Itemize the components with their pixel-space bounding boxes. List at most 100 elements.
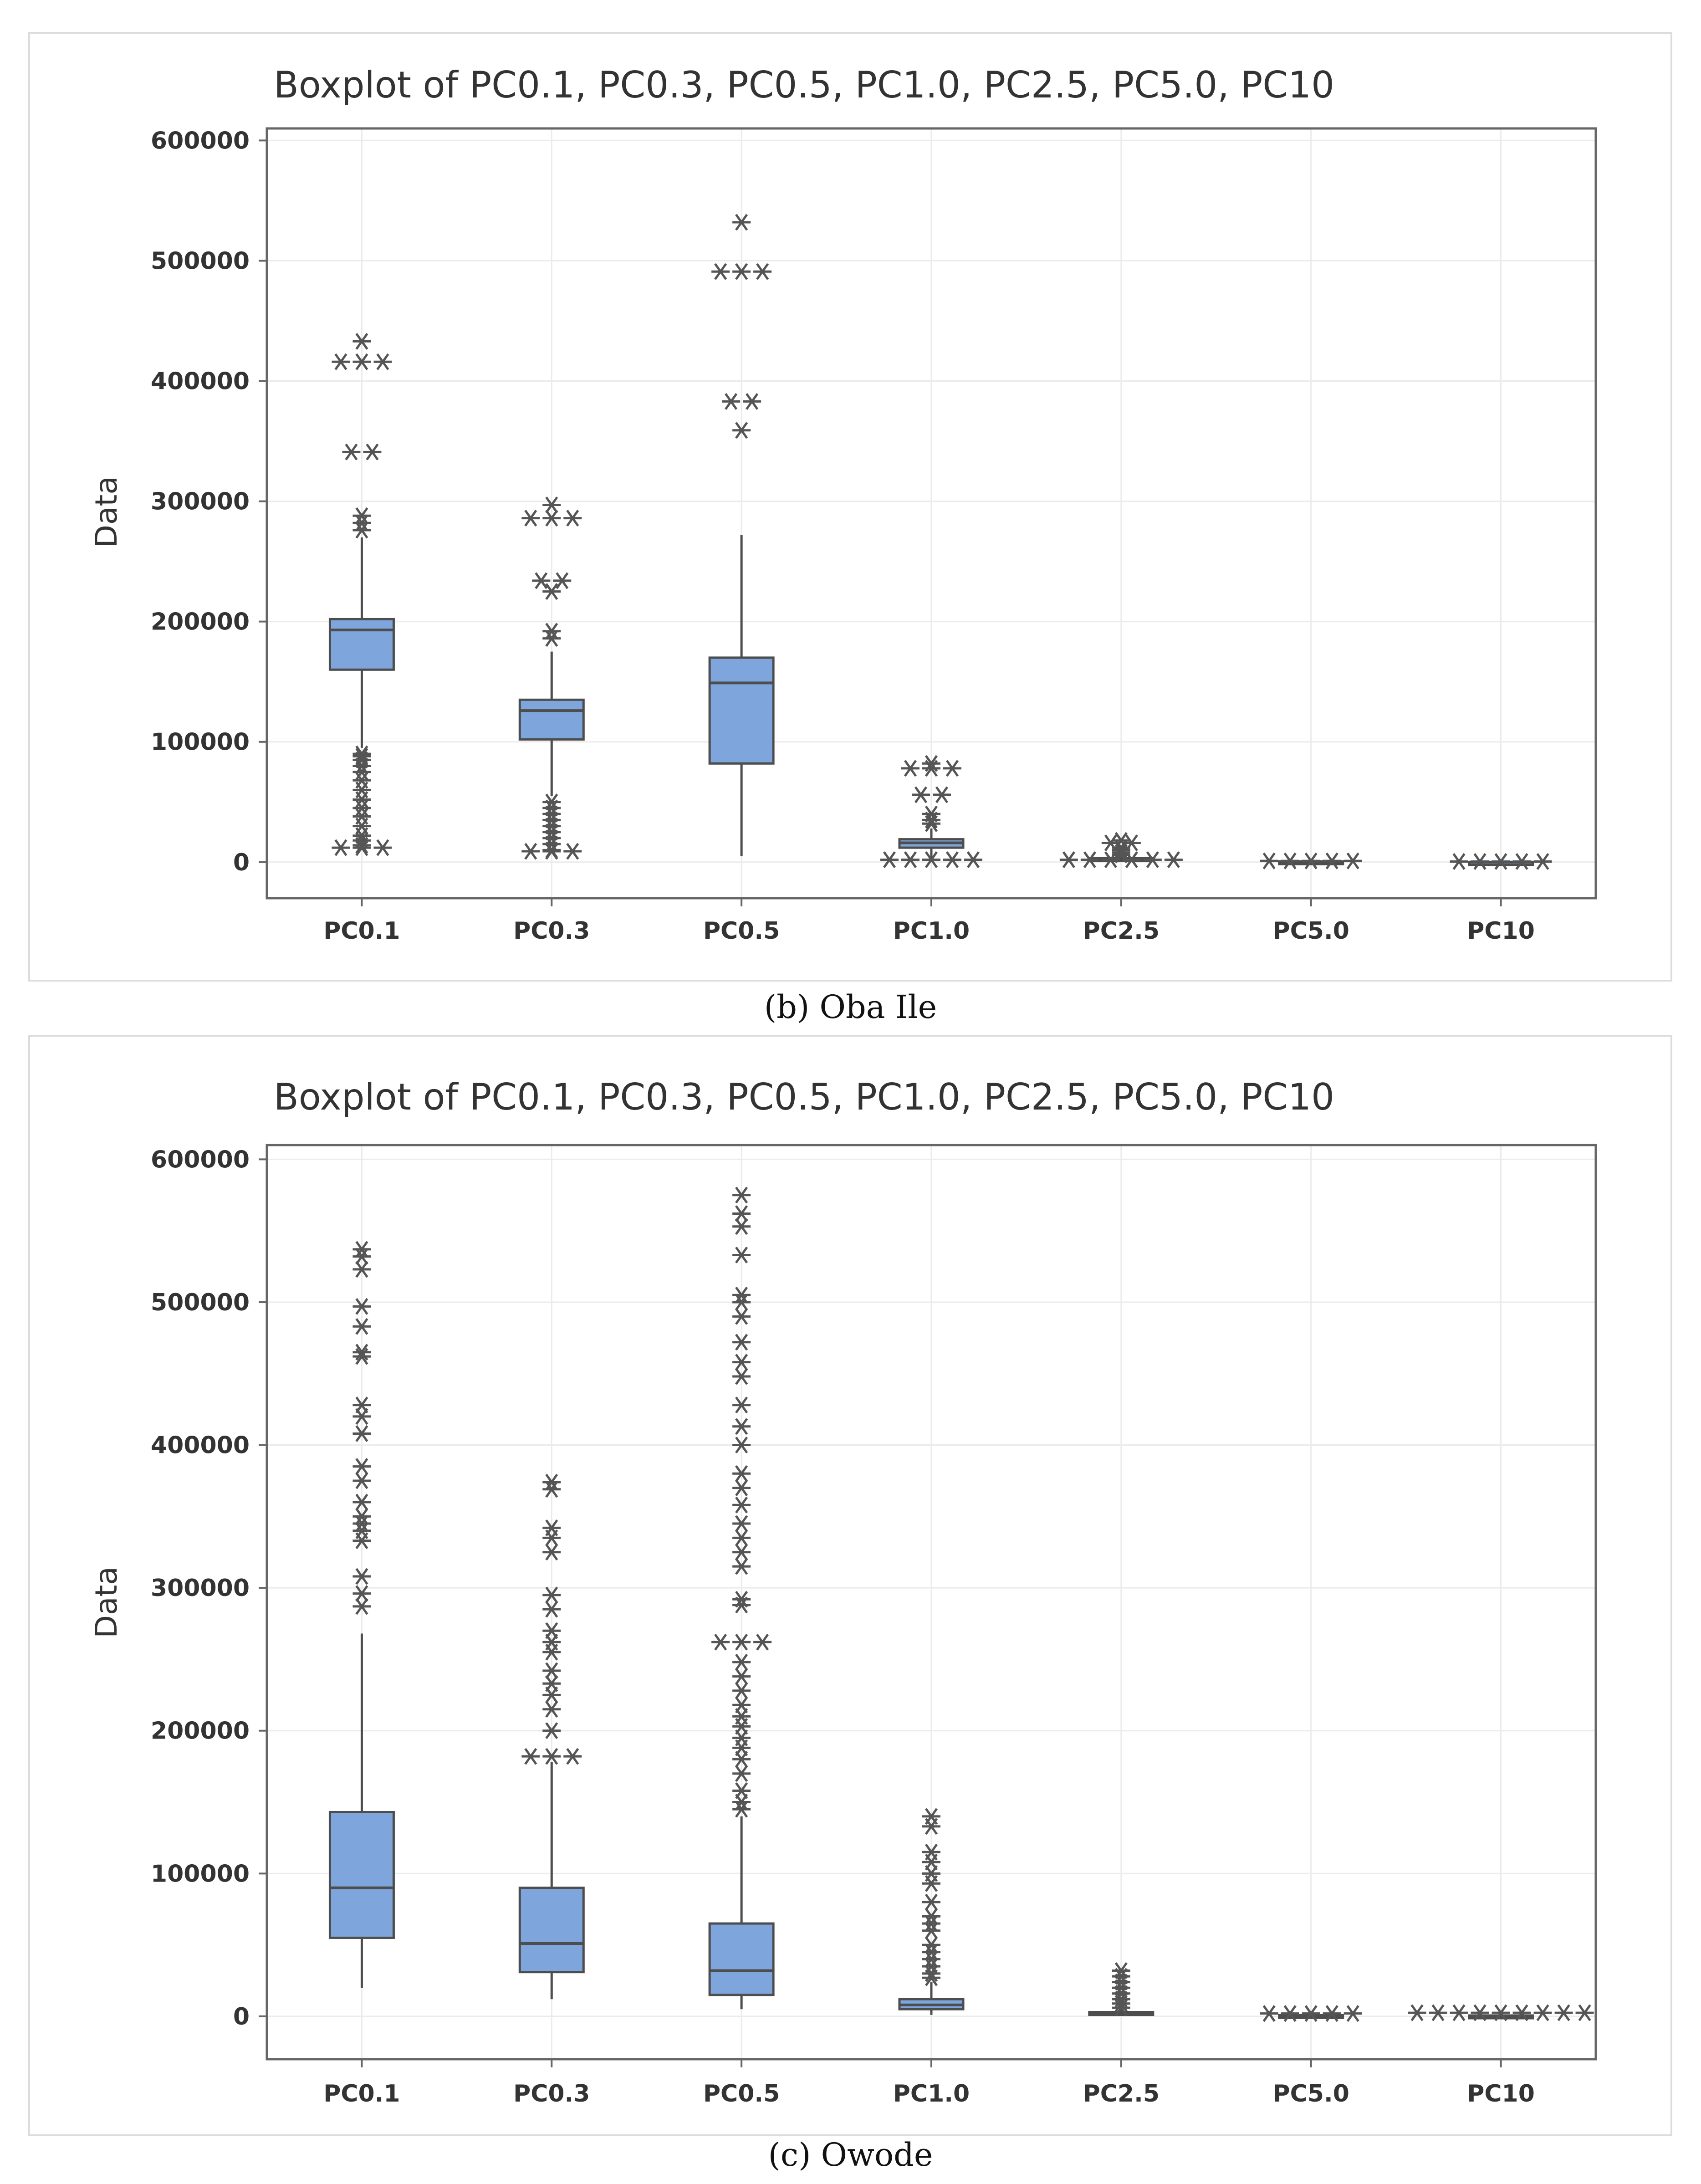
outlier-point: [521, 510, 540, 527]
outlier-point: [352, 1598, 371, 1615]
y-tick-label: 100000: [151, 1860, 250, 1887]
outlier-point: [1343, 852, 1362, 870]
outlier-point: [1429, 2004, 1447, 2021]
outlier-point: [732, 1308, 751, 1325]
y-tick-label: 300000: [151, 1575, 250, 1602]
y-tick-label: 100000: [151, 729, 250, 756]
outlier-point: [542, 1544, 561, 1561]
outlier-point: [1450, 853, 1468, 870]
y-tick-label: 200000: [151, 609, 250, 636]
outlier-point: [743, 393, 761, 410]
outlier-point: [352, 1318, 371, 1335]
outlier-point: [352, 1458, 371, 1475]
outlier-point: [1575, 2004, 1594, 2021]
outlier-point: [563, 1748, 582, 1765]
x-tick-label: PC0.3: [513, 917, 590, 945]
outlier-point: [352, 1472, 371, 1489]
x-tick-label: PC0.5: [703, 917, 780, 945]
y-tick-label: 200000: [151, 1718, 250, 1745]
outlier-point: [352, 1408, 371, 1425]
outlier-point: [352, 522, 371, 539]
outlier-point: [732, 1294, 751, 1311]
x-tick-label: PC0.5: [703, 2080, 780, 2107]
outlier-point: [542, 1586, 561, 1604]
outlier-point: [732, 1596, 751, 1614]
outlier-point: [1281, 852, 1299, 870]
boxplot-chart-owode: Boxplot of PC0.1, PC0.3, PC0.5, PC1.0, P…: [89, 1076, 1597, 2107]
box-pc2-5: [1059, 832, 1183, 868]
outlier-point: [922, 1922, 940, 1939]
outlier-point: [901, 851, 919, 868]
outlier-point: [352, 332, 371, 350]
outlier-point: [732, 1479, 751, 1497]
box-pc2-5: [1088, 1962, 1154, 2016]
outlier-point: [542, 1748, 561, 1765]
outlier-point: [901, 760, 919, 777]
y-tick-label: 600000: [151, 1146, 250, 1173]
y-tick-label: 500000: [151, 1289, 250, 1316]
outlier-point: [1533, 853, 1552, 870]
outlier-point: [352, 1494, 371, 1511]
outlier-point: [352, 1348, 371, 1365]
outlier-point: [732, 1668, 751, 1685]
outlier-point: [732, 1187, 751, 1204]
boxplot-chart-oba-ile: Boxplot of PC0.1, PC0.3, PC0.5, PC1.0, P…: [89, 64, 1597, 945]
box-pc1-0: [898, 1808, 965, 2015]
outlier-point: [352, 1585, 371, 1602]
outlier-point: [1101, 851, 1120, 868]
box-pc0-3: [518, 1473, 585, 2000]
outlier-point: [1080, 851, 1099, 868]
outlier-point: [352, 1261, 371, 1278]
outlier-point: [1143, 851, 1162, 868]
outlier-point: [1281, 2005, 1299, 2022]
y-tick-label: 600000: [151, 127, 250, 154]
box-iqr: [328, 1811, 395, 1939]
outlier-point: [1302, 852, 1320, 870]
outlier-point: [542, 583, 561, 600]
outlier-point: [753, 263, 772, 280]
chart-panel-oba-ile: Boxplot of PC0.1, PC0.3, PC0.5, PC1.0, P…: [28, 32, 1672, 982]
outlier-point: [732, 1465, 751, 1482]
outlier-point: [342, 443, 361, 460]
x-tick-label: PC10: [1467, 2080, 1535, 2107]
outlier-point: [542, 496, 561, 513]
outlier-point: [732, 1354, 751, 1371]
outlier-point: [1471, 853, 1489, 870]
x-tick-label: PC0.1: [323, 2080, 400, 2107]
outlier-point: [1112, 1999, 1130, 2016]
outlier-point: [732, 1247, 751, 1263]
outlier-point: [943, 760, 961, 777]
outlier-point: [553, 572, 572, 589]
chart-title: Boxplot of PC0.1, PC0.3, PC0.5, PC1.0, P…: [274, 64, 1334, 106]
outlier-point: [922, 1875, 940, 1892]
box-pc0-1: [328, 332, 395, 856]
outlier-point: [922, 1969, 940, 1986]
chart-title: Boxplot of PC0.1, PC0.3, PC0.5, PC1.0, P…: [274, 1076, 1334, 1118]
outlier-point: [1408, 2004, 1426, 2021]
box-pc5-0: [1260, 852, 1362, 870]
outlier-point: [732, 214, 751, 231]
caption-owode: (c) Owode: [768, 2136, 933, 2174]
x-tick-label: PC1.0: [893, 2080, 970, 2107]
outlier-point: [1492, 853, 1510, 870]
outlier-point: [732, 1437, 751, 1453]
outlier-point: [1512, 2004, 1531, 2021]
outlier-point: [732, 1418, 751, 1435]
outlier-point: [732, 1218, 751, 1235]
outlier-point: [732, 1653, 751, 1671]
outlier-point: [943, 851, 961, 868]
outlier-point: [711, 1633, 730, 1651]
box-pc10: [1450, 853, 1552, 870]
outlier-point: [1164, 851, 1183, 868]
box-pc10: [1408, 2004, 1594, 2021]
outlier-point: [1260, 2005, 1278, 2022]
outlier-point: [352, 1532, 371, 1550]
box-pc0-5: [708, 1187, 775, 2010]
y-tick-label: 0: [233, 849, 250, 876]
outlier-point: [542, 1686, 561, 1703]
outlier-point: [922, 811, 940, 829]
outlier-point: [1554, 2004, 1573, 2021]
outlier-point: [732, 1205, 751, 1222]
y-tick-label: 500000: [151, 247, 250, 275]
box-iqr: [328, 618, 395, 671]
